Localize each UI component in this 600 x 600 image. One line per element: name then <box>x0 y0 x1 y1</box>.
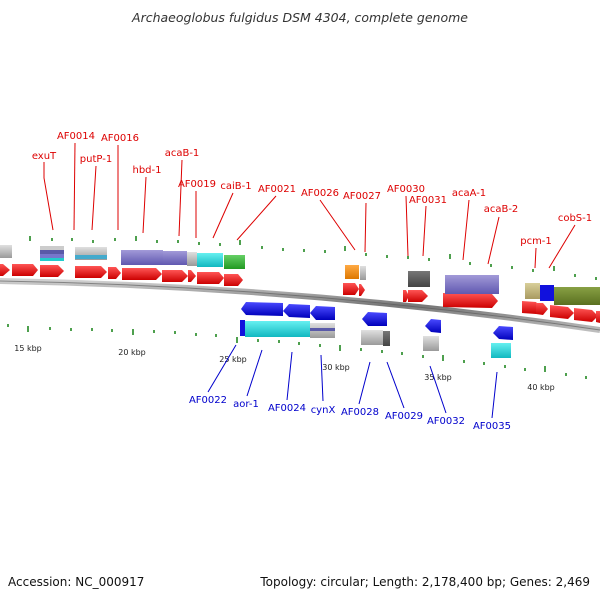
gene-feature[interactable] <box>361 330 383 345</box>
gene-arrow[interactable] <box>12 264 38 276</box>
gene-arrow[interactable] <box>403 290 409 302</box>
gene-feature[interactable] <box>383 331 390 346</box>
gene-label-af0029[interactable]: AF0029 <box>385 411 423 422</box>
forward-leader-lines <box>43 142 576 269</box>
gene-label-cobs-1[interactable]: cobS-1 <box>558 213 592 224</box>
gene-arrow[interactable] <box>408 290 428 302</box>
gene-label-af0028[interactable]: AF0028 <box>341 407 379 418</box>
gene-feature[interactable] <box>224 255 245 269</box>
gene-label-hbd-1[interactable]: hbd-1 <box>132 165 161 176</box>
gene-arrow[interactable] <box>241 302 283 316</box>
gene-arrow[interactable] <box>197 272 224 284</box>
forward-gene-features <box>0 245 600 305</box>
gene-label-af0031[interactable]: AF0031 <box>409 195 447 206</box>
gene-feature[interactable] <box>345 265 359 279</box>
gene-feature[interactable] <box>197 253 223 267</box>
gene-feature[interactable] <box>40 258 64 261</box>
gene-arrow[interactable] <box>283 304 310 318</box>
reverse-leader-lines <box>207 344 498 419</box>
gene-feature[interactable] <box>525 283 540 299</box>
gene-label-acab-1[interactable]: acaB-1 <box>165 148 200 159</box>
gene-label-caib-1[interactable]: caiB-1 <box>220 181 251 192</box>
gene-feature[interactable] <box>0 245 12 258</box>
gene-label-putp-1[interactable]: putP-1 <box>80 154 112 165</box>
scale-label: 40 kbp <box>527 383 555 392</box>
gene-arrow[interactable] <box>188 270 196 282</box>
gene-label-af0019[interactable]: AF0019 <box>178 179 216 190</box>
gene-label-af0024[interactable]: AF0024 <box>268 403 306 414</box>
gene-arrow[interactable] <box>574 308 598 322</box>
forward-gene-arrows <box>0 264 600 323</box>
gene-label-acaa-1[interactable]: acaA-1 <box>452 188 486 199</box>
accession-text: Accession: NC_000917 <box>8 575 144 589</box>
gene-feature[interactable] <box>310 328 335 331</box>
gene-feature[interactable] <box>423 336 439 351</box>
reverse-tick-row <box>7 324 587 379</box>
reverse-gene-labels: AF0022 aor-1 AF0024 cynX AF0028 AF0029 A… <box>189 395 511 432</box>
gene-feature[interactable] <box>187 252 197 266</box>
map-title: Archaeoglobus fulgidus DSM 4304, complet… <box>131 10 468 25</box>
gene-label-aor-1[interactable]: aor-1 <box>233 399 259 410</box>
gene-label-af0022[interactable]: AF0022 <box>189 395 227 406</box>
scale-label: 15 kbp <box>14 344 42 353</box>
gene-label-af0027[interactable]: AF0027 <box>343 191 381 202</box>
gene-arrow[interactable] <box>359 284 365 296</box>
gene-arrow[interactable] <box>536 303 548 315</box>
gene-label-acab-2[interactable]: acaB-2 <box>484 204 519 215</box>
gene-arrow[interactable] <box>310 306 335 320</box>
gene-arrow[interactable] <box>0 264 10 276</box>
reverse-gene-arrows <box>241 302 513 340</box>
gene-feature[interactable] <box>75 255 107 259</box>
scale-label: 30 kbp <box>322 363 350 372</box>
gene-feature[interactable] <box>163 251 187 265</box>
gene-arrow[interactable] <box>596 311 600 323</box>
gene-arrow[interactable] <box>40 265 64 277</box>
gene-label-exut[interactable]: exuT <box>32 151 57 162</box>
gene-label-af0021[interactable]: AF0021 <box>258 184 296 195</box>
scale-label: 35 kbp <box>424 373 452 382</box>
gene-feature[interactable] <box>491 343 511 358</box>
gene-feature[interactable] <box>40 254 64 258</box>
gene-arrow[interactable] <box>224 274 243 286</box>
gene-arrow[interactable] <box>108 267 121 279</box>
gene-arrow[interactable] <box>162 270 188 282</box>
gene-arrow[interactable] <box>343 283 359 295</box>
gene-label-af0032[interactable]: AF0032 <box>427 416 465 427</box>
gene-label-pcm-1[interactable]: pcm-1 <box>520 236 552 247</box>
gene-arrow[interactable] <box>425 319 441 333</box>
gene-arrow[interactable] <box>362 312 387 326</box>
scale-label: 25 kbp <box>219 355 247 364</box>
gene-arrow[interactable] <box>493 326 513 340</box>
gene-label-af0014[interactable]: AF0014 <box>57 131 95 142</box>
gene-label-af0035[interactable]: AF0035 <box>473 421 511 432</box>
gene-feature[interactable] <box>408 271 430 287</box>
forward-gene-labels: exuT AF0014 putP-1 AF0016 hbd-1 acaB-1 A… <box>32 131 592 247</box>
gene-feature[interactable] <box>554 287 600 305</box>
gene-arrow[interactable] <box>122 268 162 280</box>
gene-feature[interactable] <box>121 250 163 265</box>
forward-tick-row <box>29 236 597 280</box>
gene-feature[interactable] <box>40 246 64 250</box>
gene-label-af0016[interactable]: AF0016 <box>101 133 139 144</box>
reverse-gene-features <box>240 320 511 358</box>
scale-label: 20 kbp <box>118 348 146 357</box>
gene-label-af0026[interactable]: AF0026 <box>301 188 339 199</box>
gene-arrow[interactable] <box>550 305 574 319</box>
gene-feature[interactable] <box>540 285 554 301</box>
gene-feature[interactable] <box>40 250 64 254</box>
gene-label-af0030[interactable]: AF0030 <box>387 184 425 195</box>
gene-feature[interactable] <box>240 320 245 336</box>
gene-feature[interactable] <box>245 321 310 337</box>
gene-feature[interactable] <box>445 275 499 294</box>
gene-feature[interactable] <box>360 266 366 280</box>
gene-arrow[interactable] <box>443 293 498 308</box>
genome-summary-text: Topology: circular; Length: 2,178,400 bp… <box>259 575 590 589</box>
gene-arrow[interactable] <box>75 266 107 278</box>
gene-label-cynx[interactable]: cynX <box>311 405 336 416</box>
